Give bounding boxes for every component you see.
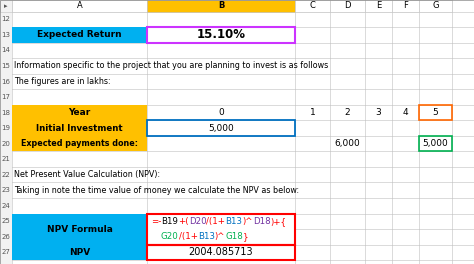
Text: 5,000: 5,000 [423,139,448,148]
Bar [12,244,147,260]
Text: /(1+: /(1+ [207,217,226,226]
Text: 14: 14 [1,48,10,54]
Text: 24: 24 [1,203,10,209]
Text: 21: 21 [1,156,10,162]
Text: D20: D20 [189,217,207,226]
Text: 15.10%: 15.10% [197,29,246,41]
Bar [12,27,147,43]
Bar [12,120,147,136]
Text: C: C [310,1,315,10]
Text: 20: 20 [1,141,10,147]
Bar [12,214,147,244]
Text: 15: 15 [1,63,10,69]
Bar [12,105,147,120]
Text: Information specific to the project that you are planning to invest is as follow: Information specific to the project that… [14,62,328,70]
Text: 27: 27 [1,249,10,255]
Text: 19: 19 [1,125,10,131]
Text: Year: Year [68,108,91,117]
Text: E: E [376,1,381,10]
Text: 18: 18 [1,110,10,116]
Bar [419,105,452,120]
Bar [0,12,12,264]
Text: 6,000: 6,000 [335,139,360,148]
Bar [0,0,12,12]
Bar [147,27,295,43]
Text: G: G [432,1,439,10]
Text: G18: G18 [225,232,243,241]
Text: 26: 26 [1,234,10,240]
Text: 5,000: 5,000 [208,124,234,133]
Bar [147,120,295,136]
Text: 0: 0 [218,108,224,117]
Text: 16: 16 [1,78,10,84]
Bar [12,0,147,12]
Text: =-: =- [151,217,161,226]
Bar [419,0,452,12]
Bar [295,0,330,12]
Bar [147,0,295,12]
Bar [392,0,419,12]
Text: B13: B13 [226,217,243,226]
Text: }: } [243,232,249,241]
Text: A: A [77,1,82,10]
Text: 2004.085713: 2004.085713 [189,247,253,257]
Text: 17: 17 [1,94,10,100]
Text: 1: 1 [310,108,315,117]
Text: 12: 12 [1,16,10,22]
Text: D: D [344,1,351,10]
Text: ▸: ▸ [4,3,8,9]
Text: F: F [403,1,408,10]
Text: 4: 4 [403,108,408,117]
Text: B13: B13 [198,232,215,241]
Text: D18: D18 [253,217,271,226]
Bar [147,244,295,260]
Text: 13: 13 [1,32,10,38]
Text: Initial Investment: Initial Investment [36,124,123,133]
Text: G20: G20 [161,232,179,241]
Text: )^: )^ [215,232,225,241]
Text: 22: 22 [1,172,10,178]
Text: NPV Formula: NPV Formula [46,225,112,234]
Text: )+{: )+{ [271,217,287,226]
Text: 5: 5 [433,108,438,117]
Text: The figures are in lakhs:: The figures are in lakhs: [14,77,110,86]
Text: Taking in note the time value of money we calculate the NPV as below:: Taking in note the time value of money w… [14,186,299,195]
Bar [419,136,452,152]
Text: Expected payments done:: Expected payments done: [21,139,138,148]
Text: Net Present Value Calculation (NPV):: Net Present Value Calculation (NPV): [14,170,160,179]
Bar [147,214,295,244]
Text: 2: 2 [345,108,350,117]
Bar [365,0,392,12]
Text: /(1+: /(1+ [179,232,198,241]
Text: 3: 3 [375,108,382,117]
Bar [12,136,147,152]
Text: NPV: NPV [69,248,90,257]
Text: B: B [218,1,224,10]
Text: 25: 25 [1,218,10,224]
Text: )^: )^ [243,217,253,226]
Text: +(: +( [178,217,189,226]
Text: Expected Return: Expected Return [37,30,122,39]
Text: B19: B19 [161,217,178,226]
Text: 23: 23 [1,187,10,193]
Bar [330,0,365,12]
